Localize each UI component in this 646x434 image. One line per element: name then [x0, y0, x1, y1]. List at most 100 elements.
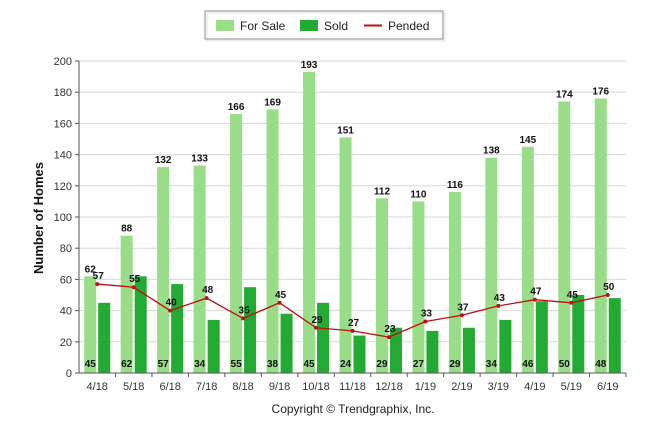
pended-point — [168, 308, 173, 313]
bar-sold — [171, 284, 184, 373]
bar-for-sale — [521, 146, 534, 373]
data-label-pended: 50 — [603, 282, 615, 293]
bar-for-sale — [594, 98, 607, 373]
data-label-pended: 47 — [530, 287, 542, 298]
pended-point — [532, 297, 537, 302]
pended-point — [423, 319, 428, 324]
data-label-sold: 55 — [231, 359, 243, 370]
y-tick-label: 200 — [54, 56, 72, 68]
data-label-pended: 27 — [348, 318, 360, 329]
x-tick-label: 6/18 — [159, 381, 180, 393]
bar-sold — [317, 302, 330, 373]
pended-line-group — [95, 282, 610, 340]
bar-for-sale — [230, 114, 243, 373]
bar-sold — [462, 327, 475, 373]
legend-shadow — [206, 12, 446, 42]
x-tick-label: 8/18 — [232, 381, 253, 393]
data-label-sold: 27 — [413, 359, 425, 370]
data-label-for-sale: 176 — [592, 86, 609, 97]
pended-point — [314, 325, 319, 330]
x-tick-label: 11/18 — [339, 381, 366, 393]
data-label-pended: 55 — [129, 274, 141, 285]
y-tick-label: 160 — [54, 118, 72, 130]
pended-point — [277, 300, 282, 305]
data-label-pended: 40 — [166, 298, 178, 309]
legend: For Sale Sold Pended — [204, 10, 446, 42]
data-label-for-sale: 193 — [301, 60, 318, 71]
data-label-pended: 35 — [239, 305, 251, 316]
data-label-sold: 48 — [595, 359, 607, 370]
pended-point — [241, 316, 246, 321]
data-label-sold: 57 — [158, 359, 170, 370]
data-label-sold: 34 — [486, 359, 498, 370]
data-label-for-sale: 112 — [374, 186, 391, 197]
y-tick-label: 0 — [66, 368, 72, 380]
x-tick-label: 12/18 — [375, 381, 403, 393]
y-tick-label: 80 — [60, 243, 72, 255]
bar-for-sale — [339, 137, 352, 373]
data-label-sold: 38 — [267, 359, 279, 370]
data-label-sold: 24 — [340, 359, 352, 370]
data-label-pended: 23 — [384, 324, 396, 335]
data-label-sold: 29 — [376, 359, 388, 370]
x-tick-label: 3/19 — [488, 381, 509, 393]
data-label-for-sale: 138 — [483, 146, 500, 157]
legend-label-sold: Sold — [324, 19, 348, 33]
x-tick-label: 2/19 — [451, 381, 472, 393]
data-label-for-sale: 110 — [410, 189, 427, 200]
data-label-for-sale: 62 — [85, 264, 97, 275]
pended-point — [350, 328, 355, 333]
data-label-pended: 48 — [202, 285, 214, 296]
data-label-pended: 45 — [275, 290, 287, 301]
data-label-pended: 37 — [457, 302, 469, 313]
data-label-sold: 46 — [522, 359, 534, 370]
data-label-for-sale: 88 — [121, 224, 133, 235]
legend-box — [204, 10, 444, 40]
data-label-for-sale: 133 — [191, 154, 208, 165]
data-label-for-sale: 145 — [519, 135, 536, 146]
bar-for-sale — [558, 101, 571, 373]
bar-for-sale — [412, 201, 425, 373]
bars — [84, 71, 621, 374]
data-label-for-sale: 116 — [447, 180, 464, 191]
data-label-pended: 43 — [494, 293, 506, 304]
data-label-sold: 62 — [121, 359, 133, 370]
data-label-for-sale: 166 — [228, 102, 245, 113]
pended-point — [386, 335, 391, 340]
x-axis-ticks: 4/18 5/18 6/18 7/18 8/18 9/18 10/18 11/18 12/18 1… — [87, 373, 627, 393]
x-tick-label: 6/19 — [597, 381, 618, 393]
y-tick-label: 40 — [60, 306, 72, 318]
x-tick-label: 9/18 — [269, 381, 290, 393]
bar-sold — [572, 295, 585, 373]
bar-for-sale — [266, 109, 279, 374]
legend-label-for-sale: For Sale — [240, 19, 286, 33]
data-label-for-sale: 132 — [155, 155, 172, 166]
x-tick-label: 5/19 — [561, 381, 582, 393]
pended-point — [605, 293, 610, 297]
data-label-for-sale: 151 — [337, 125, 354, 136]
bar-for-sale — [448, 192, 461, 373]
y-axis-label: Number of Homes — [31, 162, 46, 274]
pended-point — [569, 300, 574, 305]
bar-for-sale — [375, 198, 388, 373]
x-tick-label: 1/19 — [415, 381, 436, 393]
bar-sold — [244, 287, 257, 373]
pended-point — [204, 296, 209, 301]
data-label-for-sale: 174 — [556, 90, 573, 101]
data-label-pended: 45 — [567, 290, 579, 301]
pended-point — [95, 282, 100, 287]
legend-swatch-for-sale — [216, 20, 234, 31]
data-label-sold: 45 — [85, 359, 97, 370]
copyright-text: Copyright © Trendgraphix, Inc. — [272, 402, 435, 416]
x-tick-label: 4/19 — [524, 381, 545, 393]
bar-sold — [98, 302, 111, 373]
bar-for-sale — [120, 235, 133, 373]
y-tick-label: 100 — [54, 212, 72, 224]
pended-point — [496, 303, 501, 308]
data-label-sold: 29 — [449, 359, 461, 370]
y-tick-label: 140 — [54, 150, 72, 162]
bar-sold — [608, 298, 621, 373]
bar-sold — [134, 276, 147, 373]
data-label-pended: 57 — [93, 271, 105, 282]
legend-label-pended: Pended — [388, 19, 429, 33]
